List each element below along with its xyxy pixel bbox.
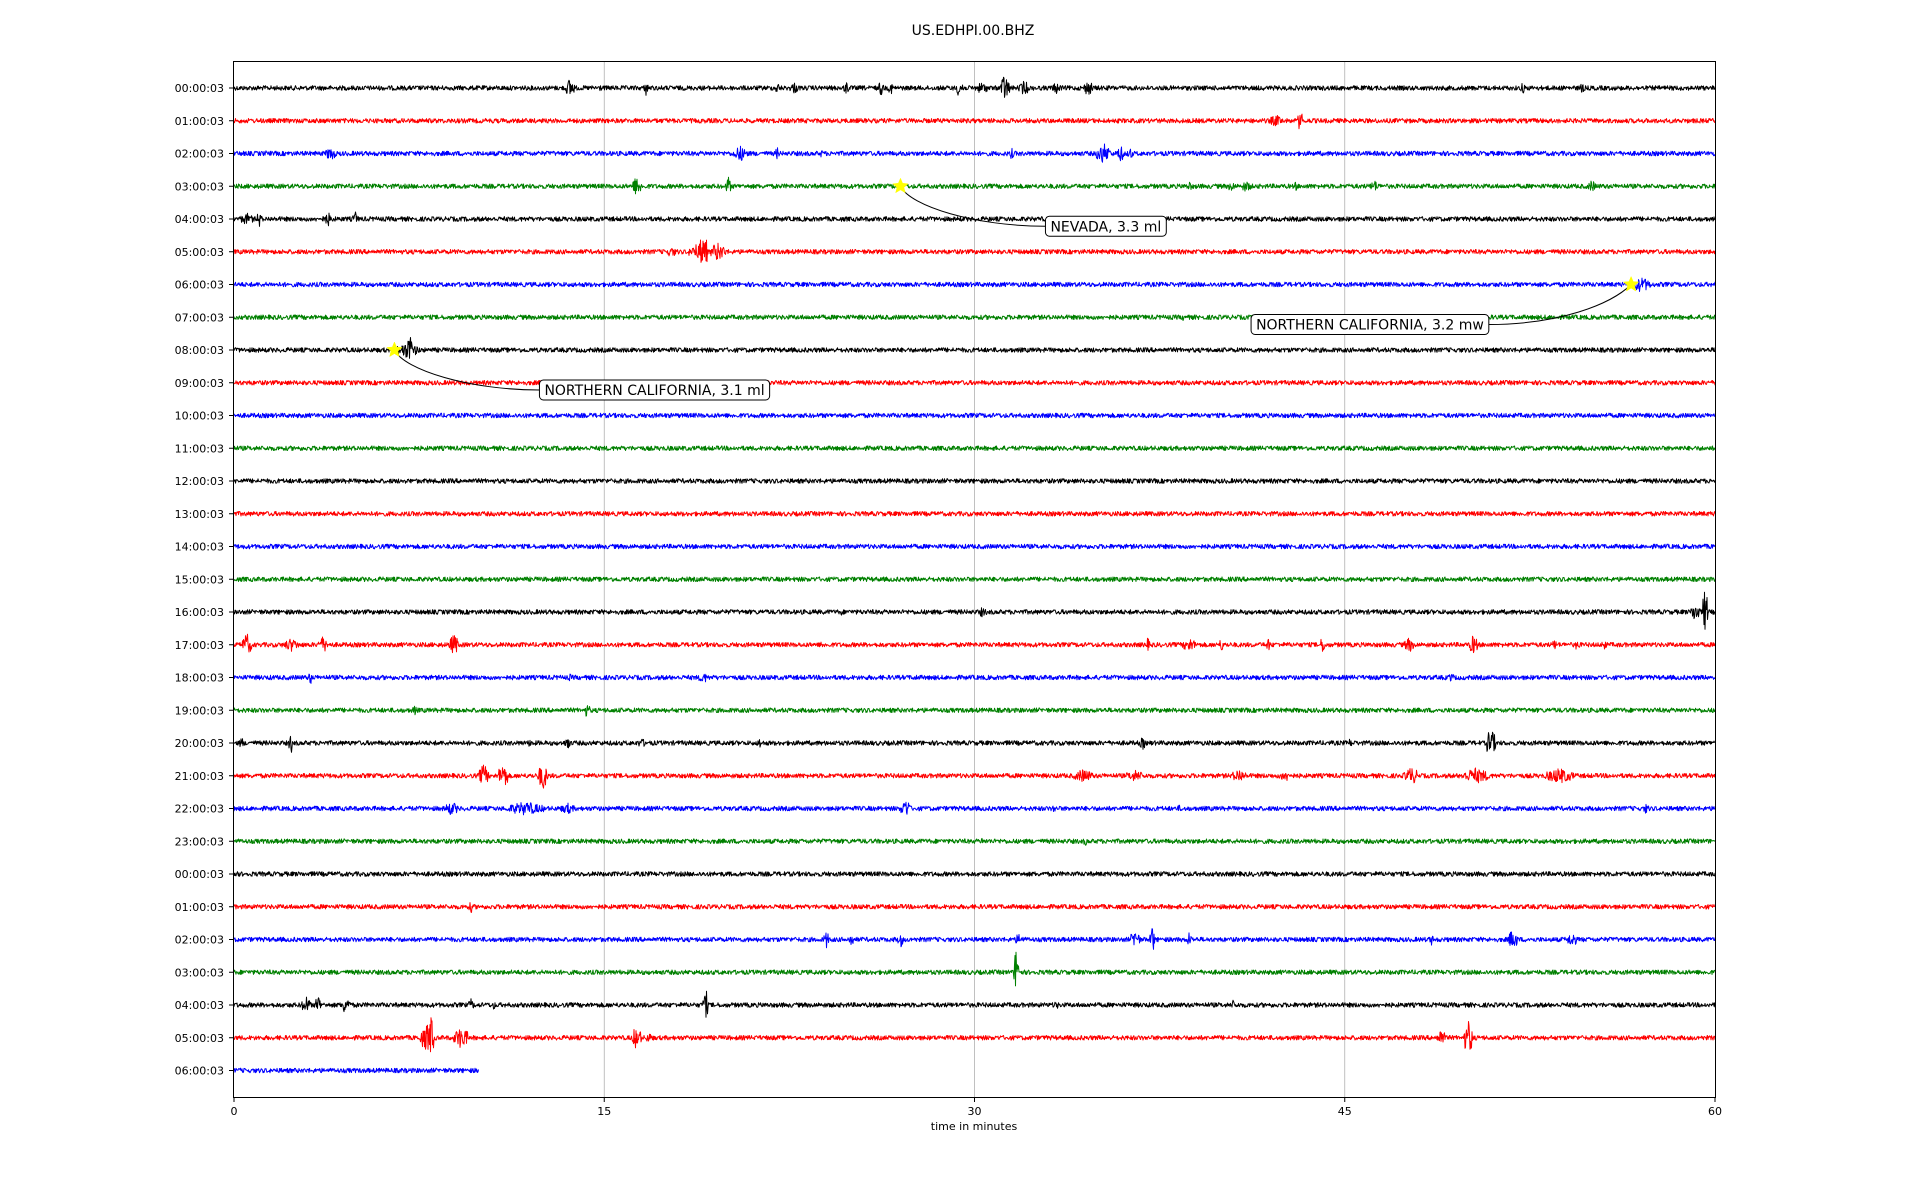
trace-row (233, 705, 1716, 717)
trace-row (233, 543, 1716, 550)
row-time-label: 15:00:03 (175, 573, 224, 586)
row-time-label: 04:00:03 (175, 213, 224, 226)
trace-row (233, 113, 1716, 130)
trace-row (233, 837, 1716, 846)
row-time-label: 10:00:03 (175, 410, 224, 423)
event-label: NEVADA, 3.3 ml (1050, 219, 1161, 235)
event-label-box (538, 379, 771, 401)
row-time-label: 14:00:03 (175, 541, 224, 554)
row-time-label: 13:00:03 (175, 508, 224, 521)
trace-row (233, 951, 1716, 987)
trace-row (233, 902, 1716, 913)
x-tick-label: 0 (231, 1105, 238, 1118)
event-label-box (1250, 314, 1490, 335)
row-time-label: 16:00:03 (175, 606, 224, 619)
trace-row (233, 764, 1716, 789)
event-annotation: NORTHERN CALIFORNIA, 3.1 ml (386, 341, 771, 401)
trace-row (233, 801, 1716, 816)
trace-row (233, 380, 1716, 386)
event-connector (900, 186, 1046, 227)
event-annotation: NORTHERN CALIFORNIA, 3.2 mw (1250, 275, 1640, 335)
event-label: NORTHERN CALIFORNIA, 3.1 ml (544, 383, 764, 399)
row-time-label: 09:00:03 (175, 377, 224, 390)
x-tick-label: 15 (597, 1105, 611, 1118)
event-annotations: NEVADA, 3.3 ml NORTHERN CALIFORNIA, 3.2 m… (386, 177, 1640, 401)
trace-row (233, 412, 1716, 419)
event-star-marker (386, 341, 403, 358)
event-label-box (1044, 215, 1167, 237)
row-time-label: 21:00:03 (175, 770, 224, 783)
row-time-labels: 00:00:03 01:00:03 02:00:03 03:00:03 04:00:03… (175, 82, 234, 1078)
trace-row (233, 576, 1716, 582)
trace-row (233, 511, 1716, 517)
trace-row (233, 337, 1716, 359)
trace-row (233, 445, 1716, 451)
x-tick-label: 30 (968, 1105, 982, 1118)
trace-row (233, 277, 1716, 292)
event-connector (393, 349, 540, 391)
row-time-label: 05:00:03 (175, 1032, 224, 1045)
row-time-label: 04:00:03 (175, 999, 224, 1012)
row-time-label: 06:00:03 (175, 279, 224, 292)
trace-row (233, 478, 1716, 484)
row-time-label: 23:00:03 (175, 835, 224, 848)
row-time-label: 07:00:03 (175, 311, 224, 324)
event-annotation: NEVADA, 3.3 ml (892, 177, 1167, 237)
row-time-label: 02:00:03 (175, 148, 224, 161)
row-time-label: 03:00:03 (175, 966, 224, 979)
row-time-label: 19:00:03 (175, 704, 224, 717)
row-time-label: 18:00:03 (175, 672, 224, 685)
trace-row (233, 1017, 1716, 1053)
row-time-label: 11:00:03 (175, 442, 224, 455)
row-time-label: 20:00:03 (175, 737, 224, 750)
trace-row (233, 76, 1716, 98)
chart-title: US.EDHPI.00.BHZ (912, 23, 1035, 39)
row-time-label: 12:00:03 (175, 475, 224, 488)
trace-row (233, 591, 1716, 630)
trace-row (233, 731, 1716, 753)
x-axis: 0 15 30 45 60 (231, 1097, 1722, 1118)
trace-row (233, 673, 1716, 684)
trace-row (233, 633, 1716, 654)
x-axis-label: time in minutes (931, 1120, 1018, 1133)
row-time-label: 01:00:03 (175, 901, 224, 914)
event-connector (1488, 284, 1632, 325)
trace-row (233, 143, 1716, 163)
row-time-label: 01:00:03 (175, 115, 224, 128)
event-star-marker (892, 177, 909, 194)
seismogram-traces (233, 76, 1716, 1074)
x-tick-label: 45 (1338, 1105, 1352, 1118)
plot-frame (233, 61, 1716, 1098)
row-time-label: 06:00:03 (175, 1065, 224, 1078)
event-label: NORTHERN CALIFORNIA, 3.2 mw (1256, 318, 1484, 334)
trace-row (233, 928, 1716, 950)
trace-row (233, 990, 1716, 1018)
trace-row (233, 871, 1716, 877)
row-time-label: 00:00:03 (175, 868, 224, 881)
row-time-label: 05:00:03 (175, 246, 224, 259)
x-tick-label: 60 (1708, 1105, 1722, 1118)
row-time-label: 02:00:03 (175, 934, 224, 947)
row-time-label: 00:00:03 (175, 82, 224, 95)
event-star-marker (1622, 275, 1640, 292)
trace-row (233, 176, 1716, 195)
row-time-label: 08:00:03 (175, 344, 224, 357)
row-time-label: 22:00:03 (175, 803, 224, 816)
trace-row (233, 239, 1716, 263)
row-time-label: 17:00:03 (175, 639, 224, 652)
trace-row (233, 1067, 479, 1074)
row-time-label: 03:00:03 (175, 180, 224, 193)
